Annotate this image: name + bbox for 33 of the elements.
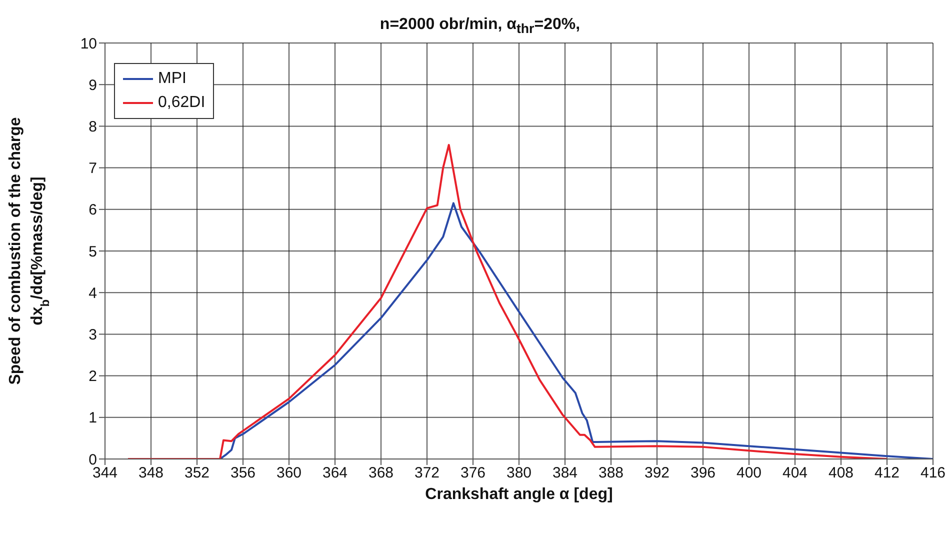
x-tick-label: 392	[644, 464, 670, 482]
x-tick-label: 372	[414, 464, 440, 482]
legend-label: 0,62DI	[158, 93, 206, 113]
y-tick-label: 3	[88, 326, 97, 344]
y-tick-label: 7	[88, 160, 97, 178]
x-tick-label: 388	[598, 464, 624, 482]
y-tick-label: 4	[88, 284, 97, 302]
legend-label: MPI	[158, 69, 186, 89]
x-tick-label: 400	[736, 464, 762, 482]
x-tick-label: 364	[322, 464, 348, 482]
chart-title: n=2000 obr/min, α$_{thr}$=20%,	[378, 16, 582, 36]
x-tick-label: 384	[552, 464, 578, 482]
y-tick-label: 1	[88, 410, 97, 427]
x-tick-label: 368	[368, 464, 394, 482]
x-axis-title: Crankshaft angle α [deg]	[425, 486, 613, 503]
y-tick-label: 2	[88, 368, 97, 386]
y-tick-label: 10	[80, 35, 97, 52]
x-tick-label: 356	[230, 464, 256, 482]
x-tick-label: 416	[920, 464, 946, 482]
x-tick-label: 348	[138, 464, 164, 482]
x-tick-label: 352	[184, 464, 210, 482]
x-tick-label: 380	[506, 464, 532, 482]
line-series	[127, 144, 888, 459]
x-tick-label: 376	[460, 464, 486, 482]
x-tick-label: 404	[782, 464, 808, 482]
y-tick-label: 6	[88, 202, 97, 219]
x-tick-label: 412	[874, 464, 900, 482]
y-tick-label: 8	[88, 118, 97, 136]
x-tick-label: 396	[690, 464, 716, 482]
y-tick-label: 5	[88, 243, 97, 260]
x-tick-label: 408	[828, 464, 854, 482]
x-tick-label: 360	[276, 464, 302, 482]
y-tick-label: 9	[88, 76, 97, 94]
